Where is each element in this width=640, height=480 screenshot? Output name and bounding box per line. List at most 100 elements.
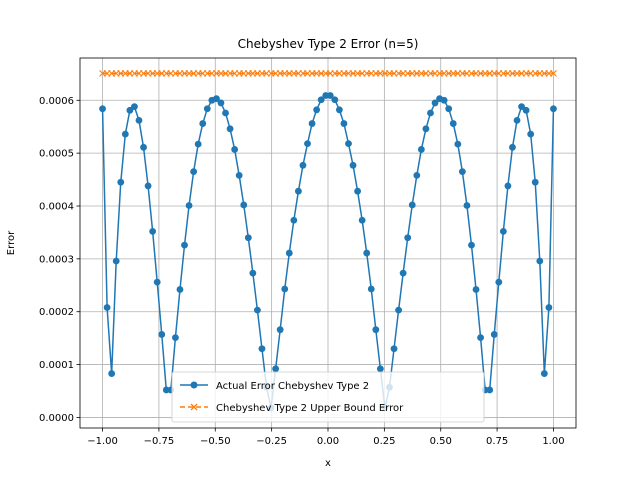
- actual-point: [317, 96, 325, 104]
- actual-point: [158, 331, 166, 338]
- actual-point: [499, 227, 507, 235]
- actual-point: [213, 95, 220, 103]
- actual-point: [294, 187, 302, 195]
- actual-point: [509, 143, 516, 151]
- y-tick-label: 0.0005: [39, 149, 74, 160]
- actual-point: [550, 105, 557, 113]
- x-tick-label: 0.00: [317, 436, 339, 447]
- actual-point: [185, 202, 193, 209]
- actual-point: [304, 140, 311, 148]
- actual-point: [354, 187, 362, 195]
- actual-point: [522, 106, 530, 114]
- actual-point: [244, 234, 252, 242]
- actual-point: [112, 257, 120, 265]
- legend-box: [171, 371, 485, 423]
- plot-series: [99, 69, 557, 412]
- actual-point: [486, 386, 494, 394]
- actual-point: [285, 249, 293, 257]
- actual-point: [413, 171, 421, 179]
- actual-point: [254, 306, 261, 314]
- actual-point: [376, 365, 384, 373]
- actual-point: [545, 304, 553, 311]
- x-tick-label: 1.00: [542, 436, 564, 447]
- legend-label-bound: Chebyshev Type 2 Upper Bound Error: [216, 403, 404, 414]
- x-tick-label: −0.75: [144, 436, 175, 447]
- actual-point: [199, 120, 207, 127]
- legend-marker-actual: [190, 381, 198, 389]
- actual-point: [349, 161, 357, 169]
- actual-point: [249, 269, 257, 277]
- actual-point: [153, 278, 161, 286]
- actual-point: [527, 130, 535, 138]
- actual-point: [472, 286, 480, 293]
- actual-point: [121, 130, 129, 138]
- actual-point: [422, 125, 430, 133]
- x-tick-label: −1.00: [87, 436, 118, 447]
- x-tick-label: 0.75: [486, 436, 508, 447]
- actual-point: [431, 99, 439, 107]
- legend-label-actual: Actual Error Chebyshev Type 2: [216, 381, 369, 392]
- actual-point: [203, 105, 211, 113]
- actual-point: [181, 241, 188, 249]
- actual-point: [540, 370, 548, 377]
- actual-point: [390, 345, 398, 353]
- actual-point: [331, 96, 339, 104]
- actual-point: [536, 257, 544, 265]
- y-tick-label: 0.0000: [39, 413, 74, 424]
- actual-point: [231, 146, 239, 153]
- actual-point: [372, 326, 380, 334]
- actual-point: [427, 109, 434, 117]
- actual-point: [340, 120, 348, 127]
- actual-point: [345, 140, 352, 148]
- legend: Actual Error Chebyshev Type 2 Chebyshev …: [171, 371, 485, 423]
- actual-point: [99, 105, 106, 113]
- actual-point: [358, 216, 366, 224]
- actual-point: [135, 116, 143, 124]
- y-tick-label: 0.0001: [39, 360, 74, 371]
- actual-point: [240, 201, 248, 209]
- actual-point: [281, 285, 289, 293]
- actual-point: [194, 140, 202, 148]
- actual-point: [276, 326, 284, 334]
- actual-point: [290, 216, 298, 224]
- actual-point: [417, 146, 425, 153]
- y-tick-label: 0.0004: [39, 202, 74, 213]
- actual-point: [518, 103, 525, 111]
- x-axis-label: x: [325, 458, 331, 469]
- y-tick-label: 0.0002: [39, 307, 74, 318]
- actual-point: [172, 334, 179, 342]
- actual-point: [258, 345, 266, 353]
- bound-point: [550, 69, 557, 77]
- actual-point: [495, 278, 503, 286]
- actual-point: [217, 99, 225, 107]
- actual-point: [445, 105, 453, 113]
- actual-point: [463, 202, 471, 209]
- actual-point: [308, 120, 316, 127]
- actual-point: [313, 106, 321, 114]
- actual-point: [299, 161, 307, 169]
- actual-point: [126, 106, 134, 114]
- actual-point: [404, 234, 412, 242]
- actual-point: [504, 182, 512, 190]
- chart-title: Chebyshev Type 2 Error (n=5): [238, 37, 419, 51]
- actual-point: [454, 140, 462, 148]
- y-axis-label: Error: [6, 230, 17, 255]
- actual-point: [531, 178, 539, 186]
- actual-point: [335, 106, 343, 114]
- actual-point: [108, 370, 116, 377]
- actual-point: [222, 109, 229, 117]
- actual-point: [176, 286, 184, 293]
- actual-point: [458, 168, 466, 176]
- actual-point: [117, 178, 125, 186]
- actual-point: [408, 201, 416, 209]
- actual-point: [131, 103, 138, 111]
- actual-point: [226, 125, 234, 133]
- actual-point: [395, 306, 402, 314]
- actual-point: [449, 120, 457, 127]
- actual-point: [399, 269, 407, 277]
- actual-point: [440, 96, 448, 104]
- actual-point: [468, 241, 475, 249]
- x-tick-label: −0.25: [256, 436, 287, 447]
- actual-point: [272, 365, 280, 373]
